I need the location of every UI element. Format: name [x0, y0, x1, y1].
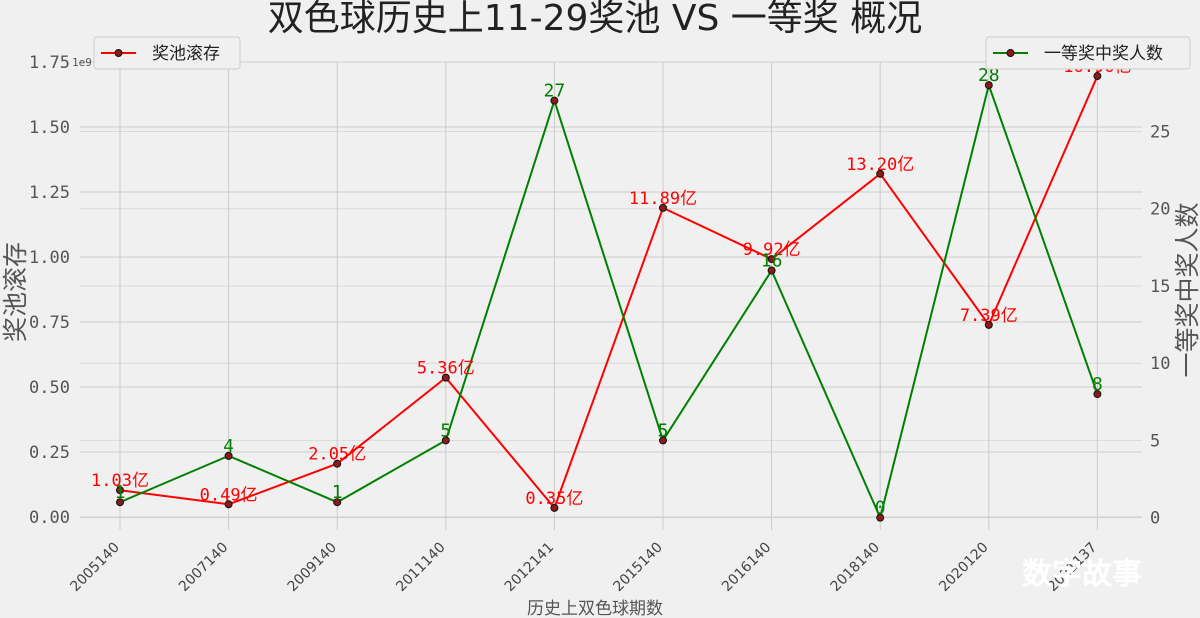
series-0-point	[767, 255, 776, 264]
series-1-data-label: 1	[332, 482, 343, 503]
data-label-layer: 1.03亿 0.49亿 2.05亿 5.36亿 0.35亿 11.89亿 9.92亿 13.2…	[91, 57, 1131, 519]
right-y-tick-label: 5	[1150, 431, 1160, 451]
series-1-data-label: 28	[978, 65, 1000, 86]
series-0-data-label: 5.36亿	[417, 359, 475, 379]
series-1-point	[1093, 390, 1102, 399]
series-0-point	[984, 320, 993, 329]
series-0-point	[224, 500, 233, 509]
legend-left[interactable]: 奖池滚存	[93, 36, 241, 70]
series-1-point	[767, 266, 776, 275]
series-0-point	[550, 503, 559, 512]
series-line-1	[119, 84, 1099, 519]
series-1-point	[224, 451, 233, 460]
grid-layer	[80, 61, 1142, 530]
series-0-point	[1093, 72, 1102, 81]
series-0-data-label: 0.49亿	[200, 485, 258, 505]
left-y-tick-label: 0.75	[29, 313, 70, 333]
series-1-point	[659, 436, 667, 445]
series-0-data-label: 9.92亿	[743, 240, 801, 260]
series-0-data-label: 0.35亿	[525, 489, 583, 509]
series-0-point	[333, 459, 342, 468]
series-0-data-label: 7.39亿	[960, 306, 1018, 326]
left-y-tick-label: 1.50	[29, 118, 70, 138]
series-layer	[116, 72, 1102, 522]
series-0-data-label: 11.89亿	[629, 189, 697, 209]
right-y-tick-label: 25	[1150, 123, 1170, 143]
series-0-data-label: 2.05亿	[308, 445, 366, 465]
x-tick-label: 2012141	[502, 540, 557, 595]
left-y-tick-label: 0.25	[29, 443, 70, 463]
x-axis-label: 历史上双色球期数	[527, 599, 663, 618]
series-1-point	[333, 498, 342, 507]
series-1-point	[984, 81, 993, 90]
left-axis-exponent: 1e9	[72, 56, 92, 69]
legend-right-box	[985, 36, 1191, 70]
left-y-tick-label: 0.50	[29, 378, 70, 398]
series-1-data-label: 8	[1092, 374, 1103, 395]
series-0-point	[441, 373, 450, 382]
x-tick-label: 2015140	[610, 540, 665, 595]
series-1-data-label: 4	[223, 436, 234, 457]
right-y-tick-label: 0	[1150, 509, 1160, 529]
legend-left-box	[93, 36, 241, 70]
series-1-point	[550, 96, 559, 105]
series-1-point	[441, 436, 450, 445]
series-0-point	[876, 169, 885, 178]
x-tick-label: 2005140	[67, 540, 122, 595]
series-1-data-label: 0	[875, 498, 886, 519]
series-1-data-label: 1	[115, 482, 126, 503]
right-y-tick-label: 15	[1150, 277, 1170, 297]
series-1-data-label: 16	[761, 251, 783, 272]
series-0-point	[116, 486, 124, 495]
left-y-tick-label: 1.75	[29, 53, 70, 73]
x-tick-label: 2007140	[176, 540, 231, 595]
x-tick-label: 2009140	[285, 540, 340, 595]
left-y-tick-label: 0.00	[29, 508, 70, 528]
series-1-data-label: 5	[440, 420, 451, 441]
x-tick-label: 2018140	[828, 540, 883, 595]
series-1-data-label: 27	[544, 81, 566, 102]
chart-title: 双色球历史上11-29奖池 VS 一等奖 概况	[268, 0, 922, 39]
series-0-data-label: 1.03亿	[91, 471, 149, 491]
right-axis-label: 一等奖中奖人数	[1173, 202, 1200, 377]
legend-right[interactable]: 一等奖中奖人数	[985, 36, 1191, 70]
series-1-point	[116, 498, 124, 507]
left-y-tick-label: 1.00	[29, 248, 70, 268]
series-line-0	[119, 75, 1099, 509]
left-y-tick-label: 1.25	[29, 183, 70, 203]
legend-left-marker	[114, 49, 123, 57]
series-0-point	[659, 203, 667, 212]
watermark-text: 数字故事	[1022, 557, 1142, 592]
left-axis-label: 奖池滚存	[1, 242, 30, 342]
x-tick-label: 2011140	[393, 540, 448, 595]
series-1-data-label: 5	[658, 420, 669, 441]
x-tick-label: 2020120	[936, 540, 991, 595]
series-0-data-label: 13.20亿	[846, 155, 914, 175]
series-1-point	[876, 513, 885, 522]
legend-right-marker	[1006, 49, 1015, 57]
legend-left-text: 奖池滚存	[152, 44, 220, 64]
right-y-tick-label: 20	[1150, 200, 1170, 220]
legend-right-text: 一等奖中奖人数	[1044, 44, 1163, 64]
right-y-tick-label: 10	[1150, 354, 1170, 374]
x-tick-label: 2016140	[719, 540, 774, 595]
